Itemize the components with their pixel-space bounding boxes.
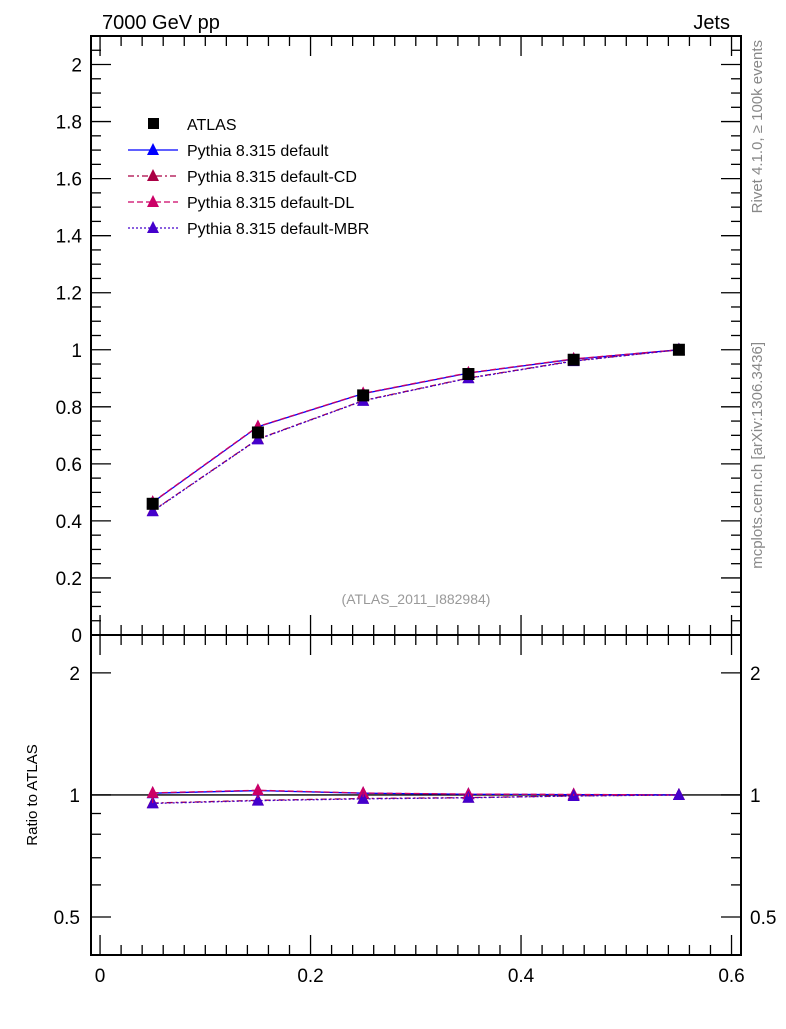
ratio-marker bbox=[357, 791, 370, 804]
legend-label: Pythia 8.315 default-DL bbox=[187, 195, 354, 212]
ratio-y-tick-label: 1 bbox=[69, 786, 80, 807]
ratio-line bbox=[152, 789, 679, 796]
data-marker bbox=[146, 497, 159, 510]
ratio-line bbox=[152, 794, 679, 805]
ratio-y-label: Ratio to ATLAS bbox=[24, 744, 41, 845]
y-tick-label: 0.8 bbox=[56, 398, 82, 419]
series-marker bbox=[146, 504, 159, 517]
x-tick-label: 0 bbox=[95, 966, 106, 987]
legend-label: ATLAS bbox=[187, 117, 237, 134]
legend-label: Pythia 8.315 default-CD bbox=[187, 169, 357, 186]
legend-marker bbox=[147, 195, 159, 207]
legend-marker bbox=[147, 143, 159, 155]
x-tick-label: 0.6 bbox=[718, 966, 744, 987]
ratio-marker bbox=[251, 783, 264, 796]
ratio-y-tick-label: 0.5 bbox=[54, 908, 80, 929]
series-line bbox=[152, 349, 679, 512]
analysis-label: (ATLAS_2011_I882984) bbox=[342, 591, 491, 607]
legend-marker-data bbox=[148, 118, 159, 129]
series-line bbox=[152, 349, 679, 503]
data-marker bbox=[462, 368, 475, 381]
ratio-y-tick-label-right: 2 bbox=[750, 664, 761, 685]
title-left: 7000 GeV pp bbox=[102, 12, 220, 34]
mcplots-label: mcplots.cern.ch [arXiv:1306.3436] bbox=[749, 342, 766, 569]
title-right: Jets bbox=[693, 12, 730, 34]
legend-label: Pythia 8.315 default bbox=[187, 143, 329, 160]
y-tick-label: 1.6 bbox=[56, 170, 82, 191]
ratio-y-tick-label-right: 0.5 bbox=[750, 908, 776, 929]
y-tick-label: 1.2 bbox=[56, 284, 82, 305]
rivet-label: Rivet 4.1.0, ≥ 100k events bbox=[749, 40, 766, 213]
legend-marker bbox=[147, 169, 159, 181]
data-marker bbox=[357, 389, 370, 402]
x-tick-label: 0.4 bbox=[508, 966, 535, 987]
y-tick-label: 0 bbox=[71, 626, 82, 647]
y-tick-label: 0.2 bbox=[56, 569, 82, 590]
series-line bbox=[152, 349, 679, 503]
data-marker bbox=[567, 353, 580, 366]
ratio-line bbox=[152, 789, 679, 796]
legend-marker bbox=[147, 221, 159, 233]
series-line bbox=[152, 349, 679, 512]
ratio-marker bbox=[251, 793, 264, 806]
ratio-y-tick-label-right: 1 bbox=[750, 786, 761, 807]
y-tick-label: 1 bbox=[71, 341, 82, 362]
ratio-y-tick-label: 2 bbox=[69, 664, 80, 685]
ratio-marker bbox=[462, 790, 475, 803]
x-tick-label: 0.2 bbox=[297, 966, 323, 987]
y-tick-label: 1.4 bbox=[56, 227, 83, 248]
legend-label: Pythia 8.315 default-MBR bbox=[187, 221, 369, 238]
y-tick-label: 2 bbox=[71, 56, 82, 77]
ratio-marker bbox=[672, 787, 685, 800]
y-tick-label: 0.4 bbox=[56, 512, 83, 533]
data-marker bbox=[672, 343, 685, 356]
ratio-line bbox=[152, 794, 679, 804]
y-tick-label: 1.8 bbox=[56, 113, 82, 134]
data-marker bbox=[251, 426, 264, 439]
y-tick-label: 0.6 bbox=[56, 455, 82, 476]
